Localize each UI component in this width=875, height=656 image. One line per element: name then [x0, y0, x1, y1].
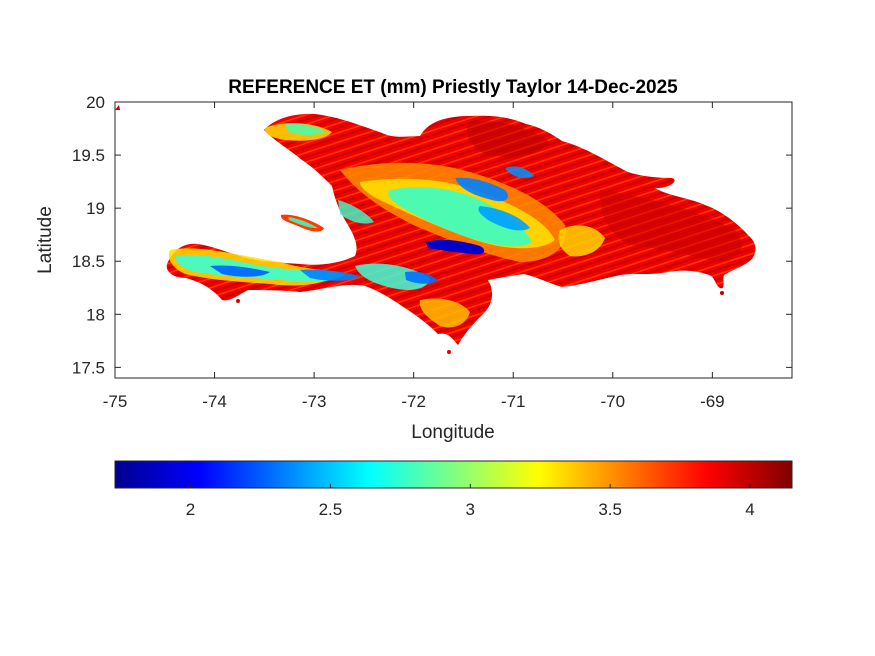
colorbar-tick-label: 2 — [186, 500, 195, 519]
x-tick-label: -74 — [202, 392, 227, 411]
south-blue-zone-2 — [405, 271, 438, 284]
southeast-islet — [720, 291, 724, 295]
y-tick-label: 19 — [86, 199, 105, 218]
x-tick-label: -72 — [401, 392, 426, 411]
north-cool-strip — [285, 123, 326, 135]
chart-title: REFERENCE ET (mm) Priestly Taylor 14-Dec… — [228, 77, 678, 98]
y-tick-label: 20 — [86, 93, 105, 112]
x-tick-label: -73 — [302, 392, 327, 411]
x-tick-label: -71 — [501, 392, 526, 411]
cordillera-blue-zone — [455, 177, 508, 202]
tortuga-cool-zone — [288, 217, 318, 229]
colorbar — [114, 460, 793, 489]
y-tick-label: 17.5 — [72, 358, 105, 377]
cordillera-blue-zone-2 — [478, 206, 530, 231]
y-tick-label: 18.5 — [72, 252, 105, 271]
corner-speck — [115, 105, 120, 110]
south-central-cool-zone — [355, 263, 430, 290]
south-blue-zone — [300, 269, 360, 281]
colorbar-tick-label: 3 — [466, 500, 475, 519]
y-axis-label: Latitude — [35, 206, 56, 274]
y-axis-ticks: 17.5 18 18.5 19 19.5 20 — [72, 93, 792, 377]
southwest-cool-zone — [175, 254, 345, 282]
x-axis-ticks: -75 -74 -73 -72 -71 -70 -69 — [103, 102, 725, 411]
west-central-cool — [338, 200, 374, 224]
north-ridge-dark — [466, 121, 550, 157]
y-tick-label: 18 — [86, 305, 105, 324]
east-plains-dark — [599, 190, 742, 262]
x-tick-label: -69 — [700, 392, 725, 411]
colorbar-tick-label: 3.5 — [598, 500, 622, 519]
x-tick-label: -70 — [601, 392, 626, 411]
southwest-islet — [236, 299, 240, 303]
heatmap-layer — [115, 105, 756, 354]
x-axis-label: Longitude — [411, 422, 494, 443]
southwest-blue-zone — [210, 265, 270, 277]
colorbar-ticks: 2 2.5 3 3.5 4 — [186, 484, 755, 519]
colorbar-tick-label: 2.5 — [319, 500, 343, 519]
x-tick-label: -75 — [103, 392, 128, 411]
south-coast-yellow — [419, 298, 470, 328]
north-blue-zone — [505, 166, 534, 178]
east-yellow-patch — [558, 225, 605, 257]
y-tick-label: 19.5 — [72, 146, 105, 165]
colorbar-tick-label: 4 — [745, 500, 754, 519]
south-islet — [447, 350, 451, 354]
deep-blue-ridge — [426, 239, 485, 255]
cordillera-cool-zone — [388, 187, 532, 247]
